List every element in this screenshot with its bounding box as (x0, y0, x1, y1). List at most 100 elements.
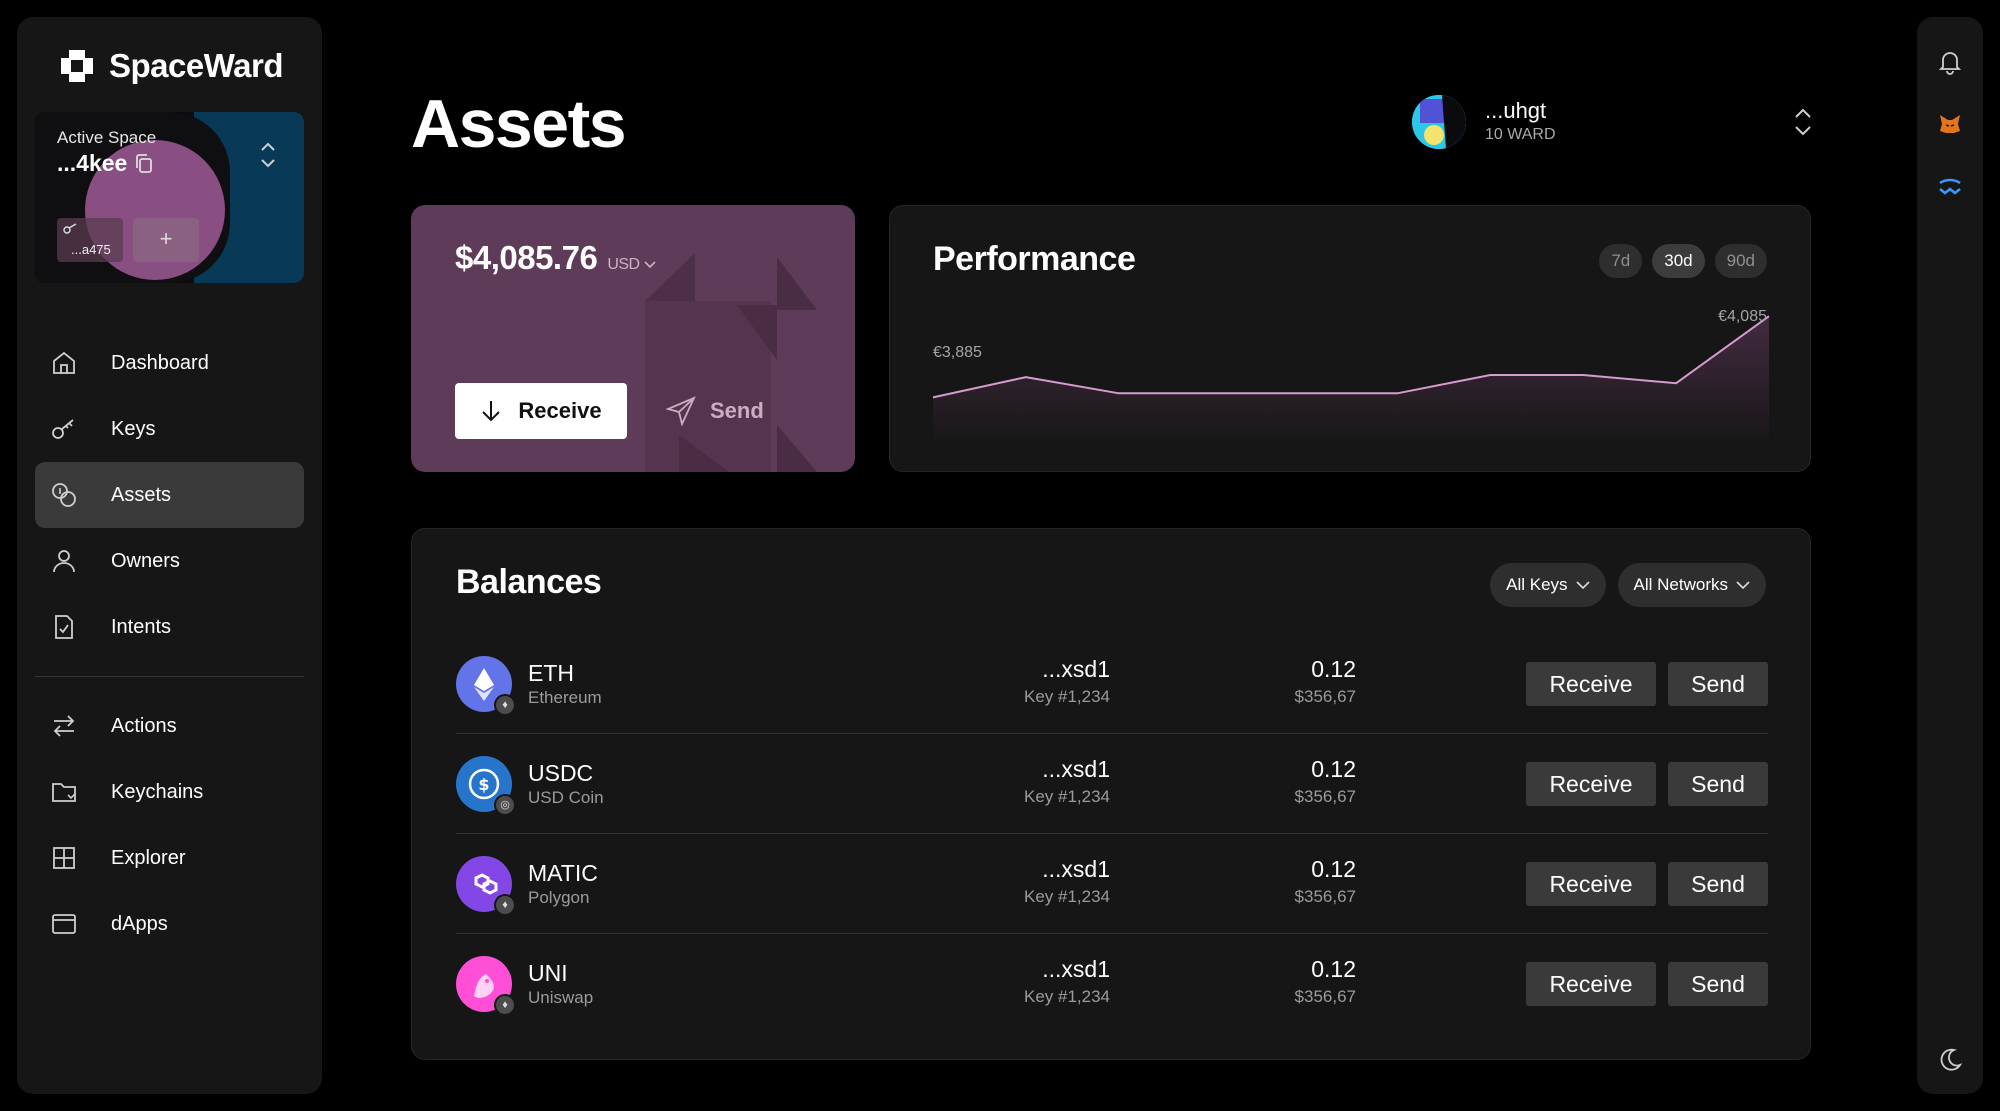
range-90d[interactable]: 90d (1714, 244, 1767, 278)
row-send-button[interactable]: Send (1668, 962, 1768, 1006)
chevron-updown-icon (1795, 108, 1811, 136)
key-id: Key #1,234 (1023, 787, 1110, 806)
token-key: ...xsd1 Key #1,234 (1024, 856, 1110, 907)
token-symbol: MATIC (528, 860, 598, 886)
performance-area (933, 316, 1769, 446)
nav-item-dashboard[interactable]: Dashboard (35, 330, 304, 396)
key-address: ...xsd1 (1042, 756, 1110, 782)
row-send-button[interactable]: Send (1668, 662, 1768, 706)
chevron-down-icon (1575, 580, 1590, 589)
table-row: ♦ UNI Uniswap ...xsd1 Key #1,234 0.12 $3… (456, 934, 1768, 1034)
nav-item-label: dApps (111, 912, 168, 935)
key-icon (49, 414, 79, 444)
space-key-chip[interactable]: ...a475 (57, 218, 123, 262)
space-switch-chevron-icon[interactable] (260, 140, 276, 170)
table-row: $ ◎ USDC USD Coin ...xsd1 Key #1,234 0.1… (456, 734, 1768, 834)
row-send-button[interactable]: Send (1668, 762, 1768, 806)
spaceward-logo-icon (61, 50, 93, 82)
logo[interactable]: SpaceWard (59, 47, 284, 85)
balances-list: ♦ ETH Ethereum ...xsd1 Key #1,234 0.12 $… (456, 634, 1768, 1034)
network-badge-icon: ♦ (494, 994, 516, 1016)
nav-item-intents[interactable]: Intents (35, 594, 304, 660)
row-receive-button[interactable]: Receive (1526, 962, 1656, 1006)
account-switcher[interactable]: ...uhgt 10 WARD (1412, 92, 1812, 152)
range-30d[interactable]: 30d (1652, 244, 1705, 278)
token-amount: 0.12 $356,67 (1295, 656, 1356, 707)
row-receive-button[interactable]: Receive (1526, 862, 1656, 906)
page-title: Assets (411, 86, 627, 162)
token-symbol: USDC (528, 760, 594, 786)
nav-item-label: Dashboard (111, 351, 209, 374)
copy-icon[interactable] (135, 153, 153, 174)
sidebar: SpaceWard Active Space ...4kee ...a475 +… (17, 17, 322, 1094)
grid-icon (49, 843, 79, 873)
token-amount-value: 0.12 (1311, 756, 1356, 782)
filter-networks-dropdown[interactable]: All Networks (1617, 563, 1766, 607)
token-key: ...xsd1 Key #1,234 (1024, 956, 1110, 1007)
moon-icon[interactable] (1937, 1047, 1963, 1073)
nav-item-dapps[interactable]: dApps (35, 891, 304, 957)
nav-item-keychains[interactable]: Keychains (35, 759, 304, 825)
performance-end-label: €4,085 (1718, 308, 1767, 325)
token-amount-value: 0.12 (1311, 856, 1356, 882)
chevron-down-icon (1736, 580, 1750, 589)
nav-item-explorer[interactable]: Explorer (35, 825, 304, 891)
balance-card-pattern (645, 253, 817, 472)
active-space-label: Active Space (57, 128, 157, 147)
nav-item-actions[interactable]: Actions (35, 693, 304, 759)
nav-item-label: Intents (111, 615, 172, 638)
token-key: ...xsd1 Key #1,234 (1024, 656, 1110, 707)
row-receive-button[interactable]: Receive (1526, 762, 1656, 806)
metamask-icon[interactable] (1937, 111, 1963, 137)
walletconnect-icon[interactable] (1937, 173, 1963, 199)
token-amount: 0.12 $356,67 (1295, 856, 1356, 907)
nav-item-label: Keys (111, 417, 156, 440)
svg-text:$: $ (478, 775, 489, 794)
account-avatar (1412, 95, 1466, 149)
row-send-button[interactable]: Send (1668, 862, 1768, 906)
nav-item-label: Keychains (111, 780, 204, 803)
nav-item-owners[interactable]: Owners (35, 528, 304, 594)
token-fiat-value: $356,67 (1294, 887, 1356, 906)
nav-item-label: Explorer (111, 846, 186, 869)
filter-keys-dropdown[interactable]: All Keys (1490, 563, 1606, 607)
key-address: ...xsd1 (1042, 956, 1110, 982)
send-button[interactable]: Send (666, 383, 764, 439)
row-receive-button[interactable]: Receive (1526, 662, 1656, 706)
receive-button-label: Receive (518, 398, 602, 423)
total-balance-amount: $4,085.76 (455, 239, 598, 276)
range-selector: 7d 30d 90d (1599, 244, 1767, 278)
token-amount-value: 0.12 (1311, 656, 1356, 682)
nav-item-assets[interactable]: Assets (35, 462, 304, 528)
range-7d[interactable]: 7d (1599, 244, 1643, 278)
nav-divider (35, 676, 304, 677)
active-space-address: ...4kee (57, 150, 153, 177)
home-icon (49, 348, 79, 378)
nav-item-label: Actions (111, 714, 177, 737)
primary-nav: Dashboard Keys Assets Owners Intents Act… (35, 330, 304, 957)
balances-title: Balances (456, 563, 602, 601)
add-key-button[interactable]: + (133, 218, 199, 262)
currency-select[interactable]: USD (607, 256, 656, 274)
nav-item-label: Assets (111, 483, 172, 506)
token-name: USD Coin (528, 788, 604, 807)
nav-item-keys[interactable]: Keys (35, 396, 304, 462)
network-badge-icon: ◎ (494, 794, 516, 816)
token-key: ...xsd1 Key #1,234 (1024, 756, 1110, 807)
token-fiat-value: $356,67 (1294, 787, 1356, 806)
active-space-card[interactable]: Active Space ...4kee ...a475 + (35, 112, 304, 283)
network-badge-icon: ♦ (494, 894, 516, 916)
token-amount: 0.12 $356,67 (1295, 956, 1356, 1007)
key-address: ...xsd1 (1042, 656, 1110, 682)
token-name: Uniswap (528, 988, 594, 1007)
performance-title: Performance (933, 240, 1136, 278)
key-id: Key #1,234 (1023, 687, 1110, 706)
nav-item-label: Owners (111, 549, 180, 572)
send-button-label: Send (710, 398, 764, 423)
key-id: Key #1,234 (1023, 887, 1110, 906)
key-id: Key #1,234 (1023, 987, 1110, 1006)
token-name: Polygon (528, 888, 590, 907)
receive-button[interactable]: Receive (455, 383, 627, 439)
bell-icon[interactable] (1937, 49, 1963, 75)
filter-networks-label: All Networks (1633, 575, 1728, 594)
